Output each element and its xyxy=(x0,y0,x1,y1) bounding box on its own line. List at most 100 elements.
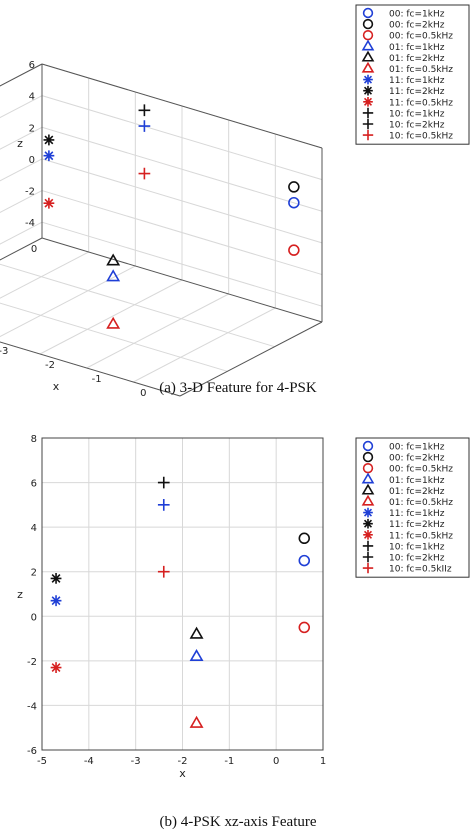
a-data-point xyxy=(106,253,121,266)
b-plot-frame xyxy=(41,437,324,751)
b-data-point-shape xyxy=(298,554,311,567)
a-legend-marker-shape xyxy=(362,7,374,19)
b-x-axis-label: x xyxy=(179,767,186,780)
a-legend-marker xyxy=(361,39,375,51)
b-legend-marker xyxy=(362,551,374,563)
b-legend-label: 00: fc=0.5kHz xyxy=(389,465,453,475)
a-legend-marker-shape xyxy=(362,107,374,119)
b-legend-marker-shape xyxy=(362,540,374,552)
b-data-point-shape xyxy=(157,565,170,578)
b-y-tick-label: 2 xyxy=(31,568,37,579)
b-legend-label: 01: fc=2kHz xyxy=(389,487,445,497)
b-legend-marker xyxy=(363,530,373,540)
b-legend-marker xyxy=(362,562,374,574)
a-box-edges xyxy=(0,63,323,397)
a-legend-label: 10: fc=0.5kHz xyxy=(389,132,453,142)
b-x-tick-label: 1 xyxy=(320,756,326,767)
b-data-point-shape xyxy=(157,476,170,489)
b-y-tick-label: -2 xyxy=(27,657,37,668)
a-data-point-shape xyxy=(43,150,55,162)
a-legend-marker-shape xyxy=(363,74,373,85)
a-legend-marker-shape xyxy=(362,118,374,130)
b-data-point-shape xyxy=(50,595,62,607)
b-data-point-shape xyxy=(50,662,62,673)
b-data-point-shape xyxy=(189,626,204,639)
a-legend-marker-shape xyxy=(362,129,374,141)
b-legend-marker xyxy=(362,540,374,552)
b-legend-label: 01: fc=0.5kHz xyxy=(389,498,453,508)
b-data-point xyxy=(157,476,170,489)
a-legend-marker-shape xyxy=(361,61,375,73)
a-grid-line xyxy=(0,251,89,299)
a-data-point xyxy=(138,167,151,180)
a-x-tick-label: -1 xyxy=(92,374,102,385)
b-y-tick-label: 4 xyxy=(31,523,37,534)
a-data-point-shape xyxy=(288,244,300,256)
b-data-point xyxy=(298,532,311,545)
b-legend-marker-shape xyxy=(361,483,375,495)
a-grid-line xyxy=(41,221,323,307)
a-legend-marker xyxy=(363,74,373,85)
a-legend-marker xyxy=(363,97,373,107)
b-y-tick-label: -4 xyxy=(27,701,37,712)
b-y-tick-label: 0 xyxy=(31,612,37,623)
a-data-point-shape xyxy=(288,196,300,209)
b-legend-marker xyxy=(361,494,375,506)
a-data-point xyxy=(43,150,55,162)
b-legend-marker xyxy=(362,440,374,452)
b-y-tick-label: 6 xyxy=(31,479,37,490)
b-legend-box xyxy=(355,437,470,578)
a-legend-label: 00: fc=0.5kHz xyxy=(389,32,453,42)
a-grid-line xyxy=(0,302,228,372)
a-data-point-shape xyxy=(43,197,55,209)
b-data-point xyxy=(50,573,62,584)
a-grid-line xyxy=(0,95,43,119)
a-data-point-shape xyxy=(138,167,151,180)
a-data-point-shape xyxy=(106,253,121,266)
a-legend-marker xyxy=(362,129,374,141)
b-y-axis-label: z xyxy=(17,588,23,601)
a-data-point xyxy=(106,316,121,329)
b-x-tick-label: -2 xyxy=(178,756,188,767)
a-grid-line xyxy=(133,307,276,383)
b-x-tick-label: -4 xyxy=(84,756,94,767)
b-legend-label: 11: fc=2kHz xyxy=(389,520,445,530)
a-origin-tick-label: 0 xyxy=(31,244,37,255)
a-data-point xyxy=(106,269,121,282)
a-legend-label: 10: fc=2kHz xyxy=(389,121,445,131)
a-legend-label: 00: fc=1kHz xyxy=(389,10,445,20)
b-legend-marker-shape xyxy=(362,440,374,452)
a-legend-box xyxy=(355,4,470,145)
b-legend-label: 11: fc=1kHz xyxy=(389,509,445,519)
a-x-tick-label: -3 xyxy=(0,346,8,357)
a-z-tick-label: 2 xyxy=(29,123,35,134)
a-legend-marker xyxy=(361,50,375,62)
caption-a: (a) 3-D Feature for 4-PSK xyxy=(159,380,317,396)
a-legend-label: 11: fc=1kHz xyxy=(389,76,445,86)
b-legend-marker xyxy=(361,472,375,484)
b-x-tick-label: -1 xyxy=(224,756,234,767)
b-data-point xyxy=(189,715,204,728)
b-x-tick-label: -5 xyxy=(37,756,47,767)
b-data-point-shape xyxy=(298,621,311,634)
b-legend-marker xyxy=(361,483,375,495)
b-legend-label: 10: fc=0.5kIIz xyxy=(389,565,452,575)
b-data-point xyxy=(50,595,62,607)
a-box-edge xyxy=(0,63,43,87)
b-legend-marker-shape xyxy=(362,551,374,563)
a-box-edge xyxy=(0,237,43,261)
b-legend-marker xyxy=(362,451,374,463)
a-data-point xyxy=(43,197,55,209)
a-legend-marker-shape xyxy=(362,18,374,30)
a-grid-line xyxy=(86,293,229,369)
a-legend-marker xyxy=(362,18,374,30)
b-legend-marker-shape xyxy=(362,451,374,463)
a-grid-line xyxy=(0,263,275,348)
a-legend-label: 01: fc=0.5kHz xyxy=(389,65,453,75)
a-legend-label: 10: fc=1kHz xyxy=(389,109,445,119)
a-grid-line xyxy=(0,158,43,182)
a-grid-line xyxy=(41,95,323,181)
b-y-tick-label: 8 xyxy=(31,434,37,445)
